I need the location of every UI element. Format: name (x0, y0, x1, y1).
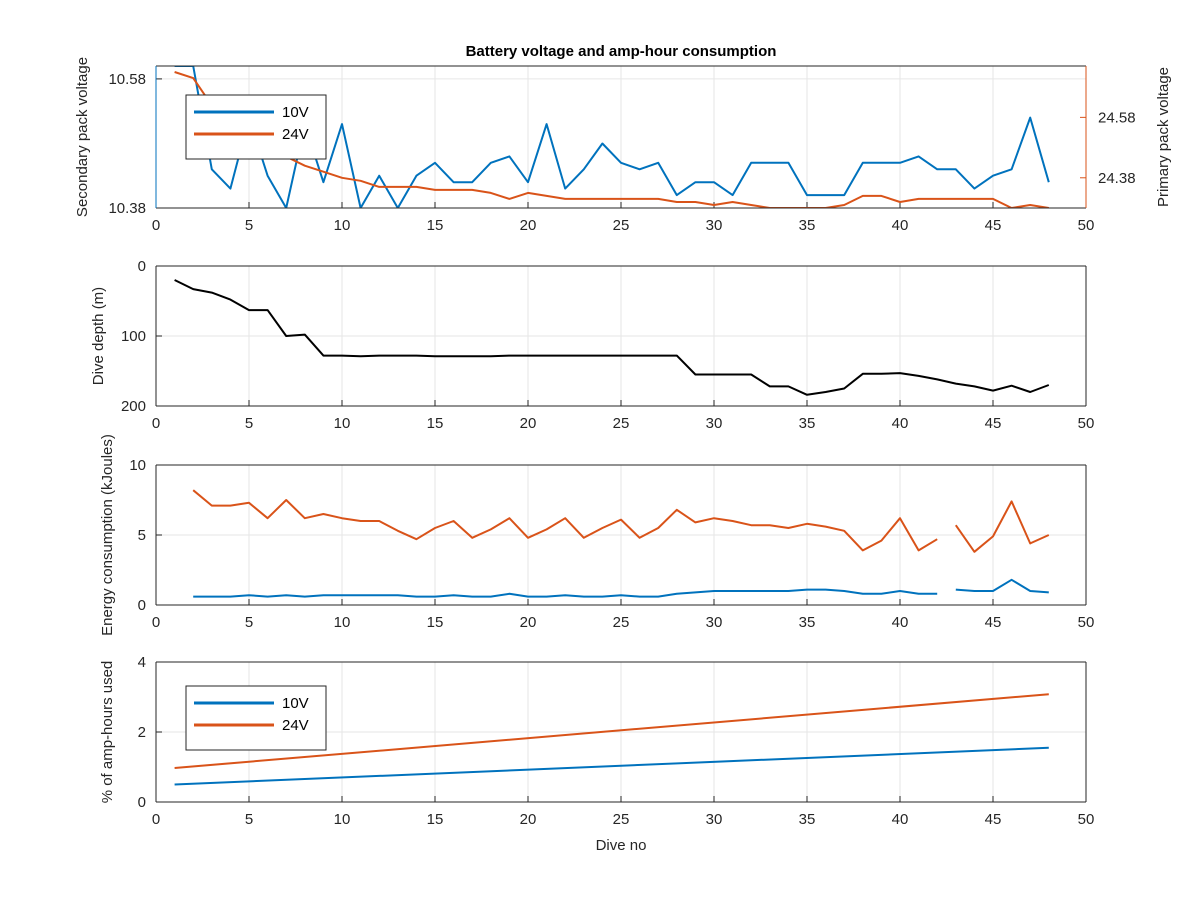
x-tick-label: 10 (334, 217, 351, 234)
series-group (174, 66, 1050, 208)
y-tick-label: 0 (138, 794, 146, 811)
x-tick-label: 45 (985, 811, 1002, 828)
x-tick-label: 45 (985, 415, 1002, 432)
y-tick-label: 10.58 (108, 71, 146, 88)
legend-label-24v: 24V (282, 717, 309, 734)
x-tick-label: 0 (152, 415, 160, 432)
y-tick-label: 100 (121, 328, 146, 345)
subplot-2: 0 5 10 15 20 25 30 35 40 45 50 0 100 200 Dive depth (m… (90, 258, 1094, 432)
x-tick-label: 40 (892, 415, 909, 432)
x-tick-label: 20 (520, 811, 537, 828)
y-axis-label: % of amp-hours used (99, 661, 116, 804)
y-tick-label: 0 (138, 258, 146, 275)
y-right-tick-label: 24.38 (1098, 170, 1136, 187)
x-tick-label: 40 (892, 217, 909, 234)
x-tick-label: 5 (245, 415, 253, 432)
x-tick-label: 50 (1078, 811, 1095, 828)
y-tick-label: 0 (138, 597, 146, 614)
legend-label-10v: 10V (282, 695, 309, 712)
legend-label-10v: 10V (282, 104, 309, 121)
x-tick-label: 30 (706, 614, 723, 631)
series-line-2 (192, 489, 1050, 553)
x-tick-label: 15 (427, 415, 444, 432)
legend-box (185, 685, 327, 751)
subplot-1: 0 5 10 15 20 25 30 35 40 45 50 10.38 10.58 24.38 24.58… (74, 43, 1172, 234)
x-tick-label: 50 (1078, 415, 1095, 432)
y-tick-label: 4 (138, 654, 146, 671)
x-tick-label: 45 (985, 614, 1002, 631)
series-line-24v (174, 693, 1049, 769)
x-tick-label: 30 (706, 415, 723, 432)
chart-title: Battery voltage and amp-hour consumption (466, 43, 777, 60)
x-tick-label: 0 (152, 614, 160, 631)
x-tick-label: 15 (427, 217, 444, 234)
subplot-4: 0 5 10 15 20 25 30 35 40 45 50 0 2 4 Dive no % of amp-h… (99, 654, 1094, 854)
x-tick-label: 20 (520, 415, 537, 432)
x-tick-label: 0 (152, 811, 160, 828)
x-tick-label: 25 (613, 217, 630, 234)
y-axis-label: Energy consumption (kJoules) (99, 434, 116, 636)
x-tick-label: 10 (334, 811, 351, 828)
legend-box (185, 94, 327, 160)
y-tick-label: 10.38 (108, 200, 146, 217)
x-tick-label: 15 (427, 614, 444, 631)
y-axis-label: Dive depth (m) (90, 287, 107, 385)
series-group (174, 279, 1050, 396)
legend-label-24v: 24V (282, 126, 309, 143)
x-tick-label: 35 (799, 217, 816, 234)
y-axis-label: Secondary pack voltage (74, 57, 91, 217)
x-tick-label: 25 (613, 811, 630, 828)
x-tick-label: 35 (799, 614, 816, 631)
series-line-1 (174, 279, 1050, 396)
subplot-3: 0 5 10 15 20 25 30 35 40 45 50 0 5 10 Energy consumpti… (99, 434, 1094, 636)
x-tick-label: 0 (152, 217, 160, 234)
series-line-24v (174, 71, 1049, 208)
x-tick-label: 40 (892, 614, 909, 631)
x-tick-label: 10 (334, 415, 351, 432)
series-line-10v (174, 746, 1049, 786)
series-line-1 (193, 578, 1049, 598)
x-tick-label: 30 (706, 217, 723, 234)
x-tick-label: 50 (1078, 614, 1095, 631)
series-group (174, 693, 1049, 786)
series-group (192, 489, 1050, 598)
y-tick-label: 200 (121, 398, 146, 415)
x-tick-label: 30 (706, 811, 723, 828)
y-tick-label: 2 (138, 724, 146, 741)
x-tick-label: 40 (892, 811, 909, 828)
x-tick-label: 25 (613, 415, 630, 432)
x-tick-label: 20 (520, 217, 537, 234)
x-tick-label: 35 (799, 811, 816, 828)
x-tick-label: 5 (245, 217, 253, 234)
y-tick-label: 10 (129, 457, 146, 474)
x-tick-label: 50 (1078, 217, 1095, 234)
y-axis-label-right: Primary pack voltage (1155, 67, 1172, 207)
x-tick-label: 25 (613, 614, 630, 631)
x-axis-label: Dive no (596, 837, 647, 854)
x-tick-label: 20 (520, 614, 537, 631)
x-tick-label: 10 (334, 614, 351, 631)
series-line-10v (174, 66, 1050, 208)
x-tick-label: 35 (799, 415, 816, 432)
x-tick-label: 15 (427, 811, 444, 828)
x-tick-label: 5 (245, 811, 253, 828)
y-right-tick-label: 24.58 (1098, 109, 1136, 126)
x-tick-label: 5 (245, 614, 253, 631)
y-tick-label: 5 (138, 527, 146, 544)
x-tick-label: 45 (985, 217, 1002, 234)
